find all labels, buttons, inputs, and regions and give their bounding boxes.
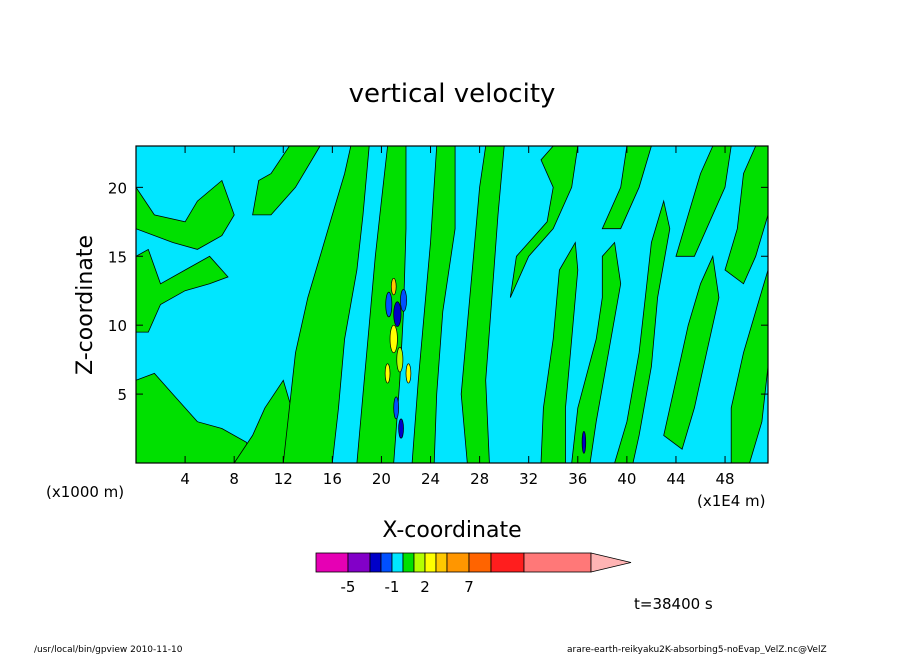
x-axis-label: X-coordinate <box>382 518 521 543</box>
colorbar-segment <box>315 552 349 573</box>
velocity-cell <box>398 418 404 439</box>
velocity-cell <box>400 288 407 312</box>
x-unit-left: (x1000 m) <box>46 483 124 501</box>
colorbar-segment <box>490 552 525 573</box>
velocity-cell <box>393 396 399 420</box>
time-label: t=38400 s <box>634 595 713 613</box>
y-tick-label: 5 <box>117 386 127 404</box>
colorbar-segment <box>380 552 393 573</box>
colorbar-label: -1 <box>385 578 400 596</box>
colorbar-arrow <box>590 552 632 573</box>
colorbar-segment <box>391 552 404 573</box>
plot-frame <box>135 145 769 464</box>
colorbar-label: -5 <box>341 578 356 596</box>
y-axis-label: Z-coordinate <box>73 235 98 375</box>
velocity-cell <box>385 291 393 318</box>
colorbar-segment <box>413 552 426 573</box>
velocity-cell <box>581 430 587 454</box>
positive-region <box>135 248 229 333</box>
velocity-cell <box>393 301 402 327</box>
colorbar-segment <box>347 552 371 573</box>
x-unit-right: (x1E4 m) <box>697 492 766 510</box>
colorbar: -5 -1 2 7 <box>315 552 632 596</box>
plot-area <box>135 145 769 464</box>
positive-region <box>663 254 720 450</box>
x-tick-label: 44 <box>666 470 685 488</box>
velocity-cell <box>405 363 412 384</box>
y-axis-ticks: 5 10 15 20 <box>108 179 768 404</box>
colorbar-label: 2 <box>420 578 430 596</box>
positive-region <box>614 199 671 464</box>
x-tick-label: 32 <box>519 470 538 488</box>
colorbar-segment <box>468 552 492 573</box>
colorbar-label: 7 <box>464 578 474 596</box>
x-tick-label: 8 <box>229 470 239 488</box>
x-tick-label: 40 <box>617 470 636 488</box>
x-tick-label: 16 <box>323 470 342 488</box>
positive-velocity-regions <box>135 145 769 464</box>
x-tick-label: 48 <box>716 470 735 488</box>
colorbar-segment <box>435 552 448 573</box>
positive-region <box>571 241 622 464</box>
x-tick-label: 28 <box>470 470 489 488</box>
y-tick-label: 15 <box>108 248 127 266</box>
colorbar-segment <box>369 552 382 573</box>
footer-left: /usr/local/bin/gpview 2010-11-10 <box>34 645 183 654</box>
positive-region <box>509 145 579 298</box>
x-axis-ticks: 4 8 12 16 20 24 28 32 36 40 44 48 <box>180 146 735 488</box>
x-tick-label: 20 <box>372 470 391 488</box>
x-tick-label: 24 <box>421 470 440 488</box>
positive-region <box>135 179 235 250</box>
y-tick-label: 10 <box>108 317 127 335</box>
y-tick-label: 20 <box>108 179 127 197</box>
positive-region <box>540 241 579 464</box>
velocity-cell <box>396 346 404 373</box>
colorbar-segment <box>523 552 592 573</box>
footer-right: arare-earth-reikyaku2K-absorbing5-noEvap… <box>567 645 827 654</box>
colorbar-segment <box>424 552 437 573</box>
x-tick-label: 36 <box>568 470 587 488</box>
colorbar-segment <box>446 552 470 573</box>
convective-core <box>384 277 587 454</box>
x-tick-label: 4 <box>180 470 190 488</box>
chart-title: vertical velocity <box>349 79 556 109</box>
velocity-cell <box>384 363 391 384</box>
x-tick-label: 12 <box>274 470 293 488</box>
velocity-cell <box>390 277 397 296</box>
colorbar-segment <box>402 552 415 573</box>
velocity-cell <box>389 324 398 354</box>
